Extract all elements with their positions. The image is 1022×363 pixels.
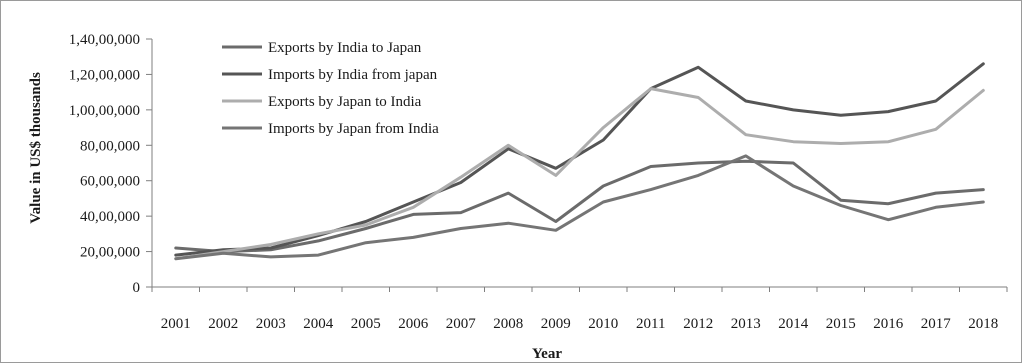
- y-tick-label: 80,00,000: [80, 138, 140, 154]
- legend-label: Exports by Japan to India: [268, 94, 422, 110]
- x-tick-label: 2001: [161, 316, 191, 332]
- y-tick-label: 0: [133, 280, 141, 296]
- x-tick-label: 2008: [493, 316, 523, 332]
- legend-label: Exports by India to Japan: [268, 40, 422, 56]
- y-tick-label: 20,00,000: [80, 245, 140, 261]
- x-tick-label: 2011: [636, 316, 665, 332]
- legend: Exports by India to Japan Imports by Indi…: [222, 40, 439, 137]
- y-tick-label: 60,00,000: [80, 174, 140, 190]
- x-tick-label: 2003: [256, 316, 286, 332]
- y-tick-label: 1,40,00,000: [69, 32, 140, 48]
- x-axis-title: Year: [532, 346, 562, 362]
- x-tick-label: 2014: [778, 316, 809, 332]
- y-tick-label: 1,20,00,000: [69, 67, 140, 83]
- series-lines: [174, 62, 985, 261]
- legend-label: Imports by Japan from India: [268, 121, 439, 137]
- x-tick-label: 2010: [588, 316, 618, 332]
- series-line-imports-by-india-from-japan: [174, 62, 985, 257]
- series-line-exports-by-india-to-japan: [174, 159, 985, 254]
- x-tick-label: 2004: [303, 316, 334, 332]
- y-tick-label: 40,00,000: [80, 209, 140, 225]
- x-tick-label: 2013: [731, 316, 761, 332]
- x-tick-label: 2006: [398, 316, 429, 332]
- legend-label: Imports by India from japan: [268, 67, 438, 83]
- x-tick-label: 2009: [541, 316, 571, 332]
- x-tick-label: 2017: [921, 316, 952, 332]
- x-tick-label: 2016: [873, 316, 904, 332]
- x-tick-label: 2002: [208, 316, 238, 332]
- x-tick-label: 2007: [446, 316, 477, 332]
- y-tick-label: 1,00,00,000: [69, 103, 140, 119]
- x-axis: 2001 2002 2003 2004 2005 2006 2007 2008 2009 2010…: [151, 286, 1008, 332]
- x-tick-label: 2015: [826, 316, 856, 332]
- series-line-exports-by-japan-to-india: [174, 87, 985, 261]
- x-tick-label: 2018: [968, 316, 998, 332]
- y-axis: 0 20,00,000 40,00,000 60,00,000 80,00,000 1,0…: [69, 32, 153, 296]
- x-tick-label: 2005: [351, 316, 381, 332]
- y-axis-title: Value in US$ thousands: [28, 72, 44, 224]
- x-tick-label: 2012: [683, 316, 713, 332]
- series-line-imports-by-japan-from-india: [174, 154, 985, 261]
